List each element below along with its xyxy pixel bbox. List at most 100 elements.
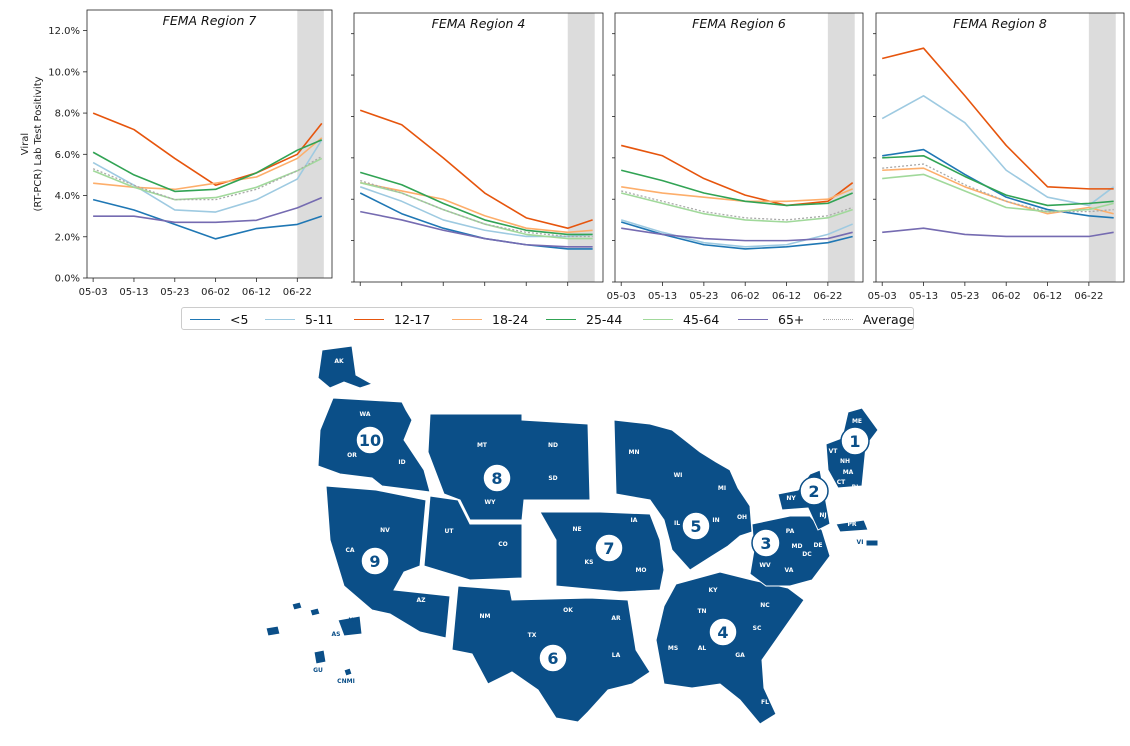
x-tick-label: 05-03 — [868, 291, 897, 302]
legend-label: 45-64 — [683, 311, 720, 327]
territory-shape-vi — [865, 539, 879, 547]
region-marker-3 — [751, 528, 781, 558]
series-line-5 — [882, 148, 1114, 219]
chart-title: FEMA Region 6 — [692, 16, 786, 31]
territory-shape-cnmi — [343, 667, 353, 677]
series-line-65 — [93, 196, 323, 224]
state-label-al: AL — [698, 645, 707, 652]
legend-item: 18-24 — [452, 311, 528, 327]
y-tick-label: 2.0% — [55, 232, 80, 243]
series-line-1217 — [92, 112, 323, 187]
region-number-6: 6 — [547, 649, 558, 668]
region-marker-5 — [681, 511, 711, 541]
region-number-3: 3 — [760, 534, 771, 553]
x-tick-label: 05-13 — [119, 287, 148, 298]
legend-label: 18-24 — [492, 311, 529, 327]
highlight-band — [567, 13, 595, 282]
series-line-1217 — [621, 144, 854, 207]
state-label-id: ID — [398, 459, 405, 466]
y-tick-label: 8.0% — [55, 109, 80, 120]
state-label-wi: WI — [674, 472, 683, 479]
y-axis-label: Viral — [20, 133, 31, 155]
series-line-65 — [882, 227, 1114, 238]
state-label-nj: NJ — [819, 512, 826, 519]
state-label-wy: WY — [485, 499, 497, 506]
state-label-mi: MI — [718, 485, 726, 492]
state-label-sc: SC — [753, 625, 762, 632]
x-tick-label: 06-22 — [283, 287, 312, 298]
state-label-nv: NV — [380, 527, 390, 534]
state-label-il: IL — [674, 520, 680, 527]
region-5-shape — [613, 419, 753, 571]
region-number-1: 1 — [849, 432, 860, 451]
state-label-ok: OK — [563, 607, 573, 614]
state-label-co: CO — [498, 541, 508, 548]
state-label-nc: NC — [760, 602, 770, 609]
series-line-2544 — [882, 154, 1114, 207]
legend-swatch — [265, 318, 295, 320]
chart-title: FEMA Region 4 — [432, 16, 526, 31]
state-label-ri: RI — [852, 484, 859, 491]
x-tick-label: 05-03 — [79, 287, 108, 298]
state-label-pa: PA — [786, 528, 795, 535]
legend-swatch — [190, 318, 220, 320]
territory-shape-pr — [835, 519, 869, 533]
state-label-dc: DC — [802, 551, 812, 558]
state-label-wv: WV — [759, 562, 771, 569]
region-number-7: 7 — [603, 539, 614, 558]
series-line-4564 — [92, 157, 323, 201]
region-4-shape — [655, 571, 805, 725]
series-line-1824 — [360, 181, 593, 234]
y-tick-label: 10.0% — [48, 67, 80, 78]
plot-frame — [353, 12, 604, 283]
state-label-as: AS — [332, 631, 341, 638]
x-tick-label: 06-02 — [731, 291, 760, 302]
state-label-ne: NE — [572, 526, 581, 533]
state-label-cnmi: CNMI — [337, 678, 355, 685]
series-line-511 — [359, 186, 593, 238]
legend-swatch — [738, 318, 768, 320]
x-tick-label: 05-13 — [909, 291, 938, 302]
state-label-ct: CT — [837, 479, 846, 486]
state-label-oh: OH — [737, 514, 747, 521]
series-line-1217 — [882, 47, 1114, 190]
series-line-average — [621, 190, 853, 221]
plot-frame — [875, 12, 1125, 283]
plot-frame — [86, 9, 333, 279]
chart-panel-4: FEMA Region 8 05-03 05-13 05-23 06-02 06-12 06… — [868, 12, 1125, 302]
x-tick-label: 06-12 — [242, 287, 271, 298]
state-label-ga: GA — [735, 652, 745, 659]
territory-shape-as — [265, 625, 281, 637]
state-label-ma: MA — [843, 469, 854, 476]
state-label-fl: FL — [761, 699, 769, 706]
state-label-la: LA — [612, 652, 621, 659]
series-line-2544 — [359, 171, 593, 236]
region-number-5: 5 — [690, 517, 701, 536]
series-line-511 — [620, 219, 853, 248]
series-line-2544 — [92, 139, 323, 193]
region-marker-2 — [799, 476, 829, 506]
legend-item: 65+ — [738, 311, 804, 327]
series-line-65 — [621, 227, 853, 242]
y-tick-label: 4.0% — [55, 191, 80, 202]
state-label-ar: AR — [611, 615, 621, 622]
region-marker-10 — [355, 425, 385, 455]
legend-swatch — [546, 318, 576, 320]
x-tick-label: 05-23 — [950, 291, 979, 302]
region-number-8: 8 — [491, 469, 502, 488]
series-line-4564 — [360, 181, 593, 240]
state-label-mt: MT — [477, 442, 488, 449]
state-label-va: VA — [785, 567, 794, 574]
state-shape-ak — [317, 345, 374, 389]
region-number-4: 4 — [717, 623, 728, 642]
legend-swatch — [643, 318, 673, 320]
y-tick-label: 12.0% — [48, 26, 80, 37]
region-marker-4 — [708, 617, 738, 647]
legend-label: 65+ — [778, 311, 805, 327]
region-marker-6 — [538, 643, 568, 673]
region-marker-1 — [840, 426, 870, 456]
series-line-511 — [881, 94, 1115, 207]
legend-item: <5 — [190, 311, 248, 327]
chart-panel-1: FEMA Region 7 0.0% 2.0% 4.0% 6.0% 8.0% 10.0% 12… — [20, 9, 333, 298]
x-tick-label: 06-12 — [772, 291, 801, 302]
